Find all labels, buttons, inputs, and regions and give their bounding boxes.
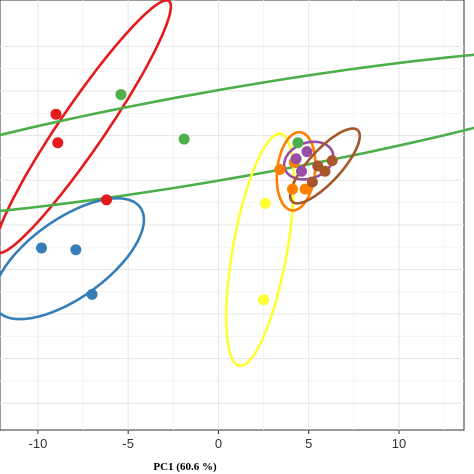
confidence-ellipses	[0, 0, 474, 368]
ellipse-group-3	[0, 197, 146, 321]
point-group-3	[36, 242, 48, 254]
point-group-6	[296, 165, 308, 177]
point-group-7	[306, 176, 318, 188]
point-group-7	[326, 155, 338, 167]
point-group-1	[101, 194, 113, 206]
data-points	[36, 89, 338, 306]
x-axis-ticks: -10 -5 0 5 10	[29, 430, 406, 451]
point-group-6	[290, 153, 302, 165]
point-group-4	[259, 197, 271, 209]
ellipse-group-7	[288, 127, 362, 205]
x-tick-label: 0	[215, 436, 222, 451]
ellipse-group-4	[224, 132, 296, 368]
x-axis-title: PC1 (60.6 %)	[153, 461, 217, 473]
ellipse-group-2	[0, 53, 474, 213]
major-gridlines	[0, 0, 464, 430]
point-group-4	[258, 294, 270, 306]
point-group-2	[178, 133, 190, 145]
x-tick-label: 5	[305, 436, 312, 451]
ellipse-group-1	[0, 0, 173, 255]
point-group-7	[319, 165, 331, 177]
point-group-1	[52, 137, 64, 149]
point-group-2	[292, 137, 304, 149]
point-group-5	[274, 164, 286, 176]
point-group-5	[299, 183, 311, 195]
point-group-3	[70, 244, 82, 256]
x-tick-label: 10	[392, 436, 406, 451]
point-group-1	[50, 108, 62, 120]
point-group-6	[301, 146, 313, 158]
point-group-5	[286, 183, 298, 195]
x-tick-label: -5	[122, 436, 134, 451]
point-group-2	[115, 89, 127, 101]
point-group-3	[86, 288, 98, 300]
x-tick-label: -10	[29, 436, 48, 451]
